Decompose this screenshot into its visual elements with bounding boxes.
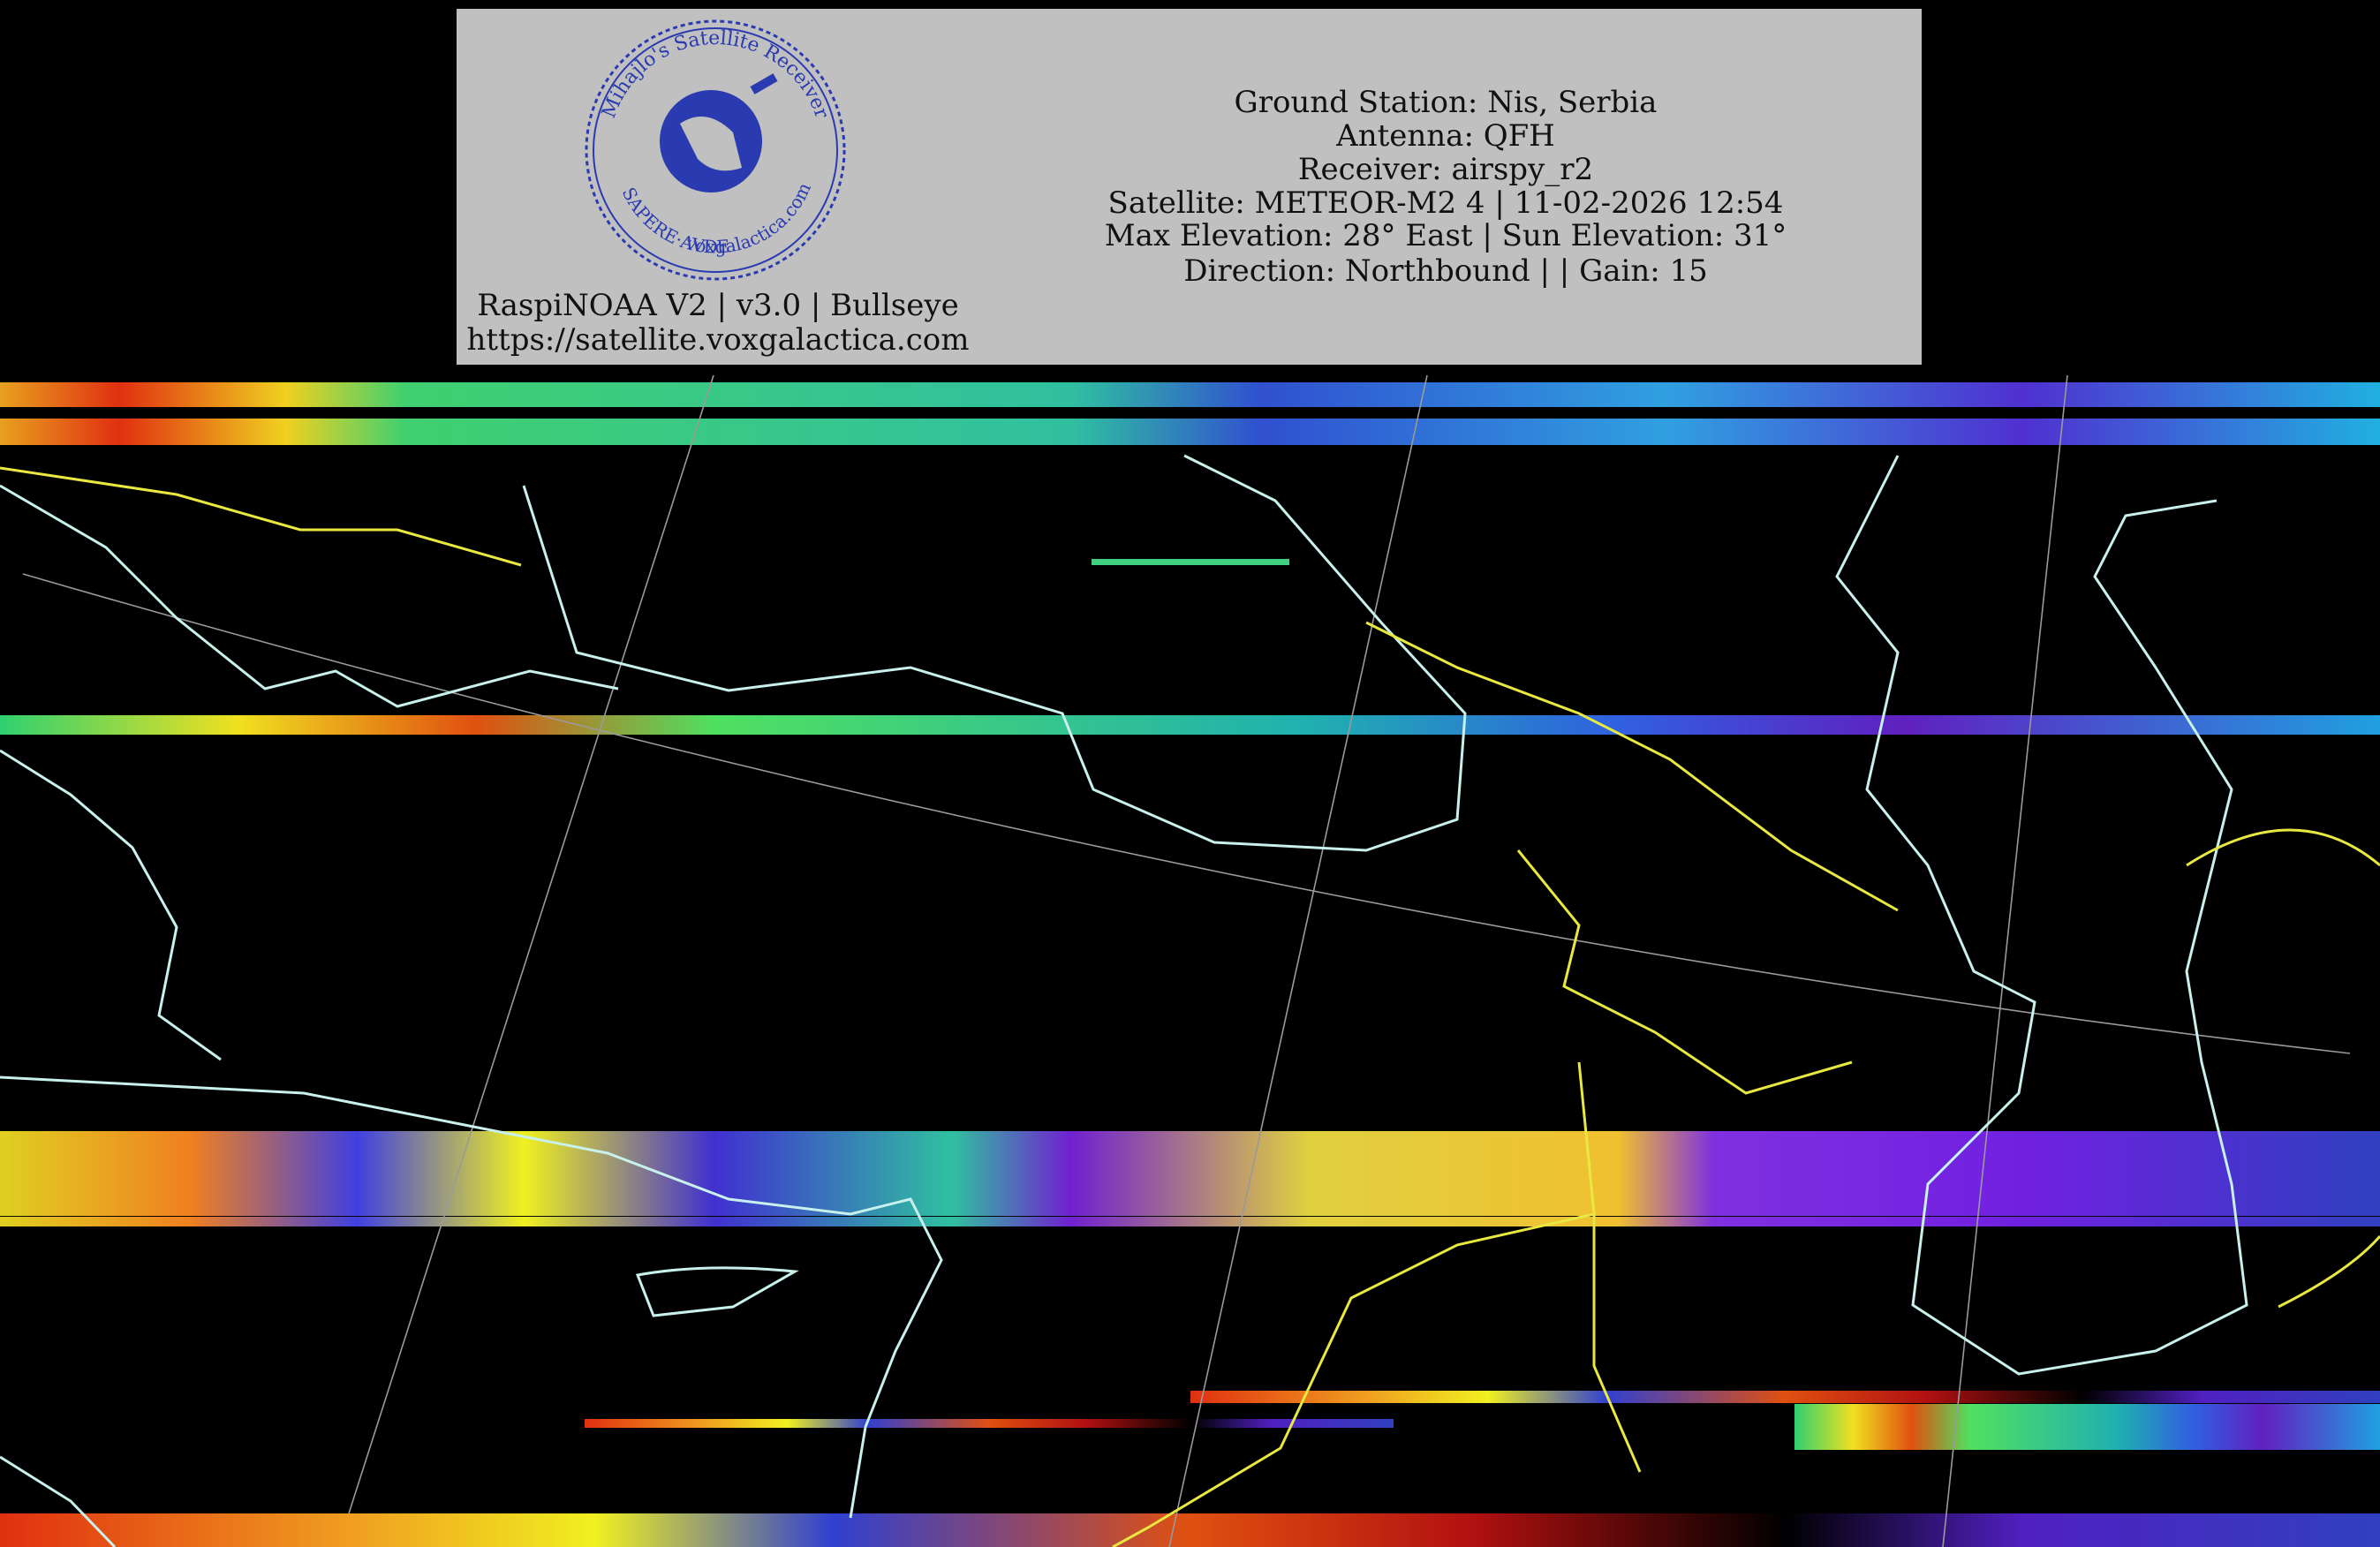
website: https://satellite.voxgalactica.com	[466, 322, 969, 358]
software-version: RaspiNOAA V2 | v3.0 | Bullseye	[477, 288, 958, 323]
image-band	[0, 1131, 2380, 1216]
pass-info: Direction: Northbound | | Gain: 15	[1183, 253, 1708, 289]
image-band	[0, 1513, 2380, 1547]
image-bands	[0, 382, 2380, 1547]
coastlines	[0, 454, 2248, 1547]
image-band	[1794, 1404, 2380, 1450]
logo-ring	[585, 19, 846, 281]
logo-ring	[593, 27, 838, 273]
graticule	[22, 374, 2351, 1547]
borders	[0, 466, 2380, 1547]
pass-info: Ground Station: Nis, Serbia	[1235, 85, 1658, 120]
pass-info: Antenna: QFH	[1335, 118, 1555, 154]
image-band	[0, 382, 2380, 407]
logo-satellite	[750, 73, 778, 94]
pass-info: Receiver: airspy_r2	[1298, 152, 1593, 187]
image-band	[585, 1419, 1394, 1428]
pass-info: Satellite: METEOR-M2 4 | 11-02-2026 12:5…	[1108, 185, 1784, 221]
image-band	[0, 715, 2380, 735]
logo-continent	[680, 117, 742, 171]
image-band	[0, 419, 2380, 445]
image-band	[1190, 1391, 2380, 1403]
image-band	[0, 1217, 2380, 1226]
header: Mihajlo's Satellite Receiver SAPERE·AVDE…	[457, 9, 1922, 365]
image-band	[1092, 559, 1289, 565]
pass-info: Max Elevation: 28° East | Sun Elevation:…	[1105, 218, 1787, 253]
